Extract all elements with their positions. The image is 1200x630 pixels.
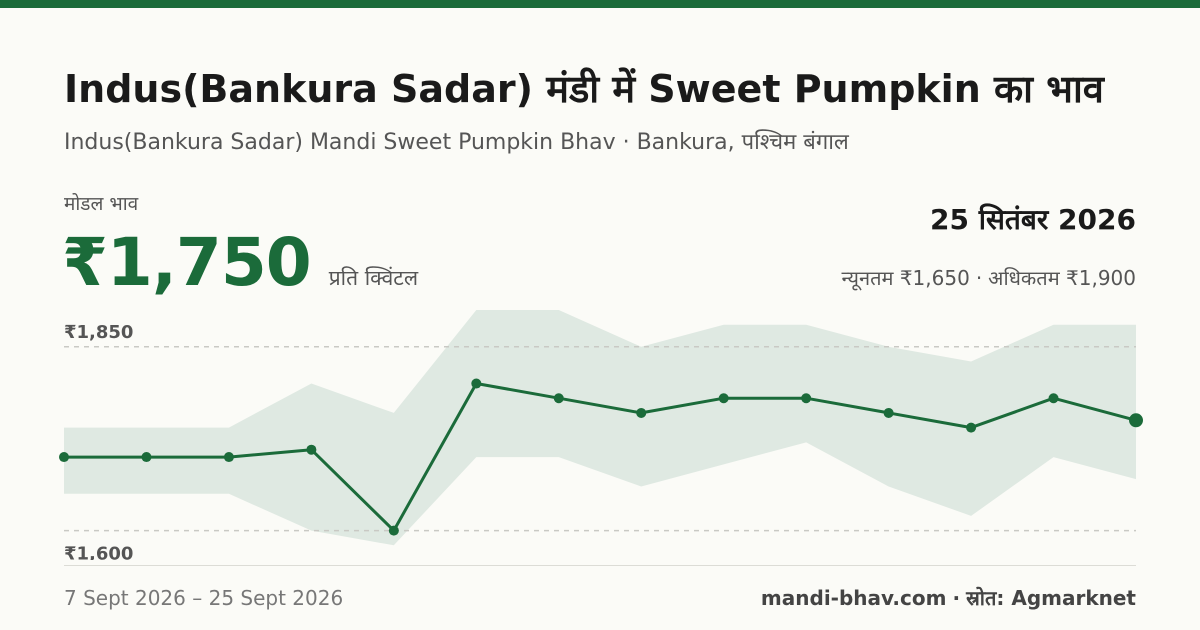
- y-tick-label: ₹1,850: [64, 322, 133, 343]
- price-date: 25 सितंबर 2026: [930, 203, 1136, 236]
- data-point: [553, 393, 564, 404]
- top-accent-bar: [0, 0, 1200, 8]
- min-price: न्यूनतम ₹1,650: [841, 266, 970, 290]
- data-point: [1048, 393, 1059, 404]
- y-tick-label: ₹1,600: [64, 544, 133, 560]
- data-point: [223, 452, 234, 463]
- data-point: [59, 452, 69, 463]
- page-subtitle: Indus(Bankura Sadar) Mandi Sweet Pumpkin…: [64, 130, 849, 155]
- page-title: Indus(Bankura Sadar) मंडी में Sweet Pump…: [64, 67, 1104, 111]
- modal-price-label: मोडल भाव: [64, 193, 139, 215]
- data-point: [883, 407, 894, 418]
- price-range: न्यूनतम ₹1,650 · अधिकतम ₹1,900: [842, 264, 1137, 291]
- footer-source: mandi-bhav.com · स्रोत: Agmarknet: [761, 584, 1136, 611]
- site-name: mandi-bhav.com: [760, 586, 947, 610]
- data-point: [471, 378, 482, 389]
- data-point: [388, 525, 399, 536]
- data-point: [801, 393, 812, 404]
- data-point: [141, 452, 152, 463]
- series-line: [64, 382, 1137, 533]
- footer-separator: ·: [952, 586, 961, 610]
- price-unit: प्रति क्विंटल: [328, 266, 419, 290]
- data-source: स्रोत: Agmarknet: [966, 586, 1136, 610]
- range-separator: ·: [975, 266, 983, 290]
- latest-data-point: [1129, 413, 1143, 428]
- min-max-band: [64, 310, 1136, 546]
- date-period: 7 Sept 2026 – 25 Sept 2026: [64, 586, 344, 610]
- price-trend-chart: ₹1,850 ₹1,600: [59, 310, 1143, 560]
- modal-price-row: ₹1,750 प्रति क्विंटल: [62, 224, 418, 301]
- footer-divider: [64, 565, 1136, 566]
- data-point: [966, 422, 977, 433]
- data-point: [306, 444, 317, 455]
- max-price: अधिकतम ₹1,900: [988, 266, 1136, 290]
- modal-price-value: ₹1,750: [62, 224, 312, 301]
- data-point: [718, 393, 729, 404]
- data-point: [636, 407, 647, 418]
